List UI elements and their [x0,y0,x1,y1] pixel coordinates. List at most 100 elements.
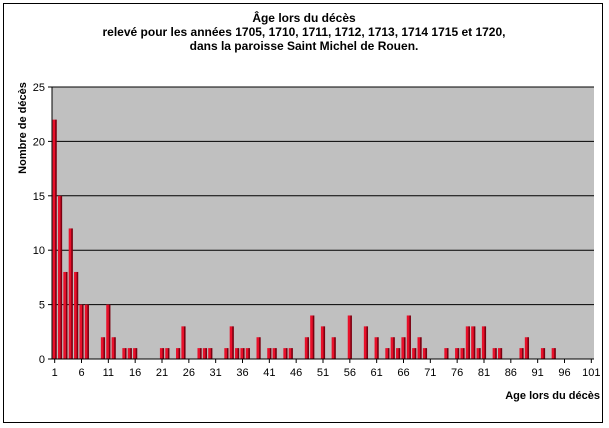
bar-shadow [210,348,213,359]
bar-shadow [87,304,89,359]
bar-age-12 [111,337,115,359]
bar-shadow [124,348,127,359]
x-tick-label: 1 [52,367,58,379]
bar-shadow [103,337,106,359]
bar-age-56 [347,315,351,359]
bar-age-37 [245,348,249,359]
bar-age-67 [406,315,410,359]
x-tick-label: 16 [129,367,141,379]
x-tick-label: 21 [156,367,168,379]
bar-age-2 [57,195,61,359]
x-tick-label: 61 [371,367,383,379]
bar-shadow [478,348,481,359]
x-tick-label: 66 [397,367,409,379]
bar-age-65 [396,348,399,359]
bar-shadow [403,337,406,359]
bar-shadow [484,326,487,359]
plot-area [52,87,594,359]
bar-age-44 [283,348,286,359]
bar-age-84 [497,348,501,359]
bar-shadow [291,348,293,359]
bar-shadow [199,348,202,359]
bar-shadow [248,348,250,359]
bar-age-69 [417,337,421,359]
bar-age-22 [165,348,168,359]
bar-age-49 [310,315,313,359]
bar-shadow [462,348,465,359]
bar-age-14 [122,348,125,359]
chart-frame: Âge lors du décès relevé pour les années… [3,3,603,423]
x-tick-label: 101 [582,367,600,379]
y-tick-label: 0 [39,354,45,366]
bar-age-68 [412,348,415,359]
bar-age-66 [401,337,404,359]
bar-shadow [376,337,379,359]
bar-shadow [457,348,460,359]
bar-age-79 [471,326,474,359]
bar-age-63 [385,348,388,359]
bar-shadow [285,348,288,359]
bar-age-28 [197,348,201,359]
bar-age-15 [127,348,131,359]
x-tick-label: 71 [424,367,436,379]
bar-age-7 [84,304,88,359]
bar-age-11 [106,304,109,359]
x-tick-label: 46 [290,367,302,379]
bar-age-59 [363,326,367,359]
bar-shadow [473,326,476,359]
bar-shadow [392,337,395,359]
bar-shadow [425,348,428,359]
bar-shadow [494,348,497,359]
bar-shadow [409,315,411,359]
bar-age-81 [481,326,485,359]
bar-shadow [323,326,326,359]
bar-age-25 [181,326,184,359]
bar-shadow [205,348,208,359]
chart-title: Âge lors du décès relevé pour les années… [103,10,506,53]
bar-age-30 [208,348,211,359]
bar-shadow [113,337,116,359]
bar-shadow [108,304,111,359]
bar-shadow [543,348,546,359]
x-tick-label: 56 [344,367,356,379]
bar-shadow [167,348,170,359]
chart-title-line-3: dans la paroisse Saint Michel de Rouen. [190,39,419,53]
bar-age-92 [540,348,544,359]
bar-age-76 [455,348,458,359]
bar-age-53 [331,337,335,359]
bar-shadow [135,348,138,359]
x-tick-label: 36 [236,367,248,379]
bar-shadow [398,348,401,359]
bar-shadow [414,348,417,359]
x-tick-label: 81 [478,367,490,379]
bar-shadow [307,337,309,359]
bar-shadow [269,348,272,359]
x-axis-label: Age lors du décès [505,390,600,402]
bar-shadow [387,348,390,359]
bar-shadow [60,195,63,359]
bar-shadow [468,326,470,359]
x-tick-label: 31 [210,367,222,379]
bar-shadow [54,119,57,359]
bar-age-64 [390,337,394,359]
bar-age-42 [272,348,276,359]
bar-age-5 [74,271,77,359]
bar-age-45 [288,348,292,359]
bar-shadow [274,348,277,359]
bar-age-83 [492,348,496,359]
bar-age-21 [159,348,163,359]
chart-title-line-2: relevé pour les années 1705, 1710, 1711,… [103,25,506,39]
bar-shadow [162,348,165,359]
x-tick-label: 96 [558,367,570,379]
bar-age-35 [235,348,238,359]
chart-svg: Âge lors du décès relevé pour les années… [17,10,600,402]
bar-age-29 [202,348,206,359]
y-tick-label: 10 [33,245,45,257]
x-axis-ticks: 1 6 11 16 21 26 31 36 41 46 51 56 61 66 71 76 81 86 91 96 10… [52,359,600,379]
bar-shadow [237,348,240,359]
bar-shadow [527,337,530,359]
x-tick-label: 91 [532,367,544,379]
x-tick-label: 26 [183,367,195,379]
bar-age-94 [551,348,555,359]
bar-age-1 [52,119,56,359]
